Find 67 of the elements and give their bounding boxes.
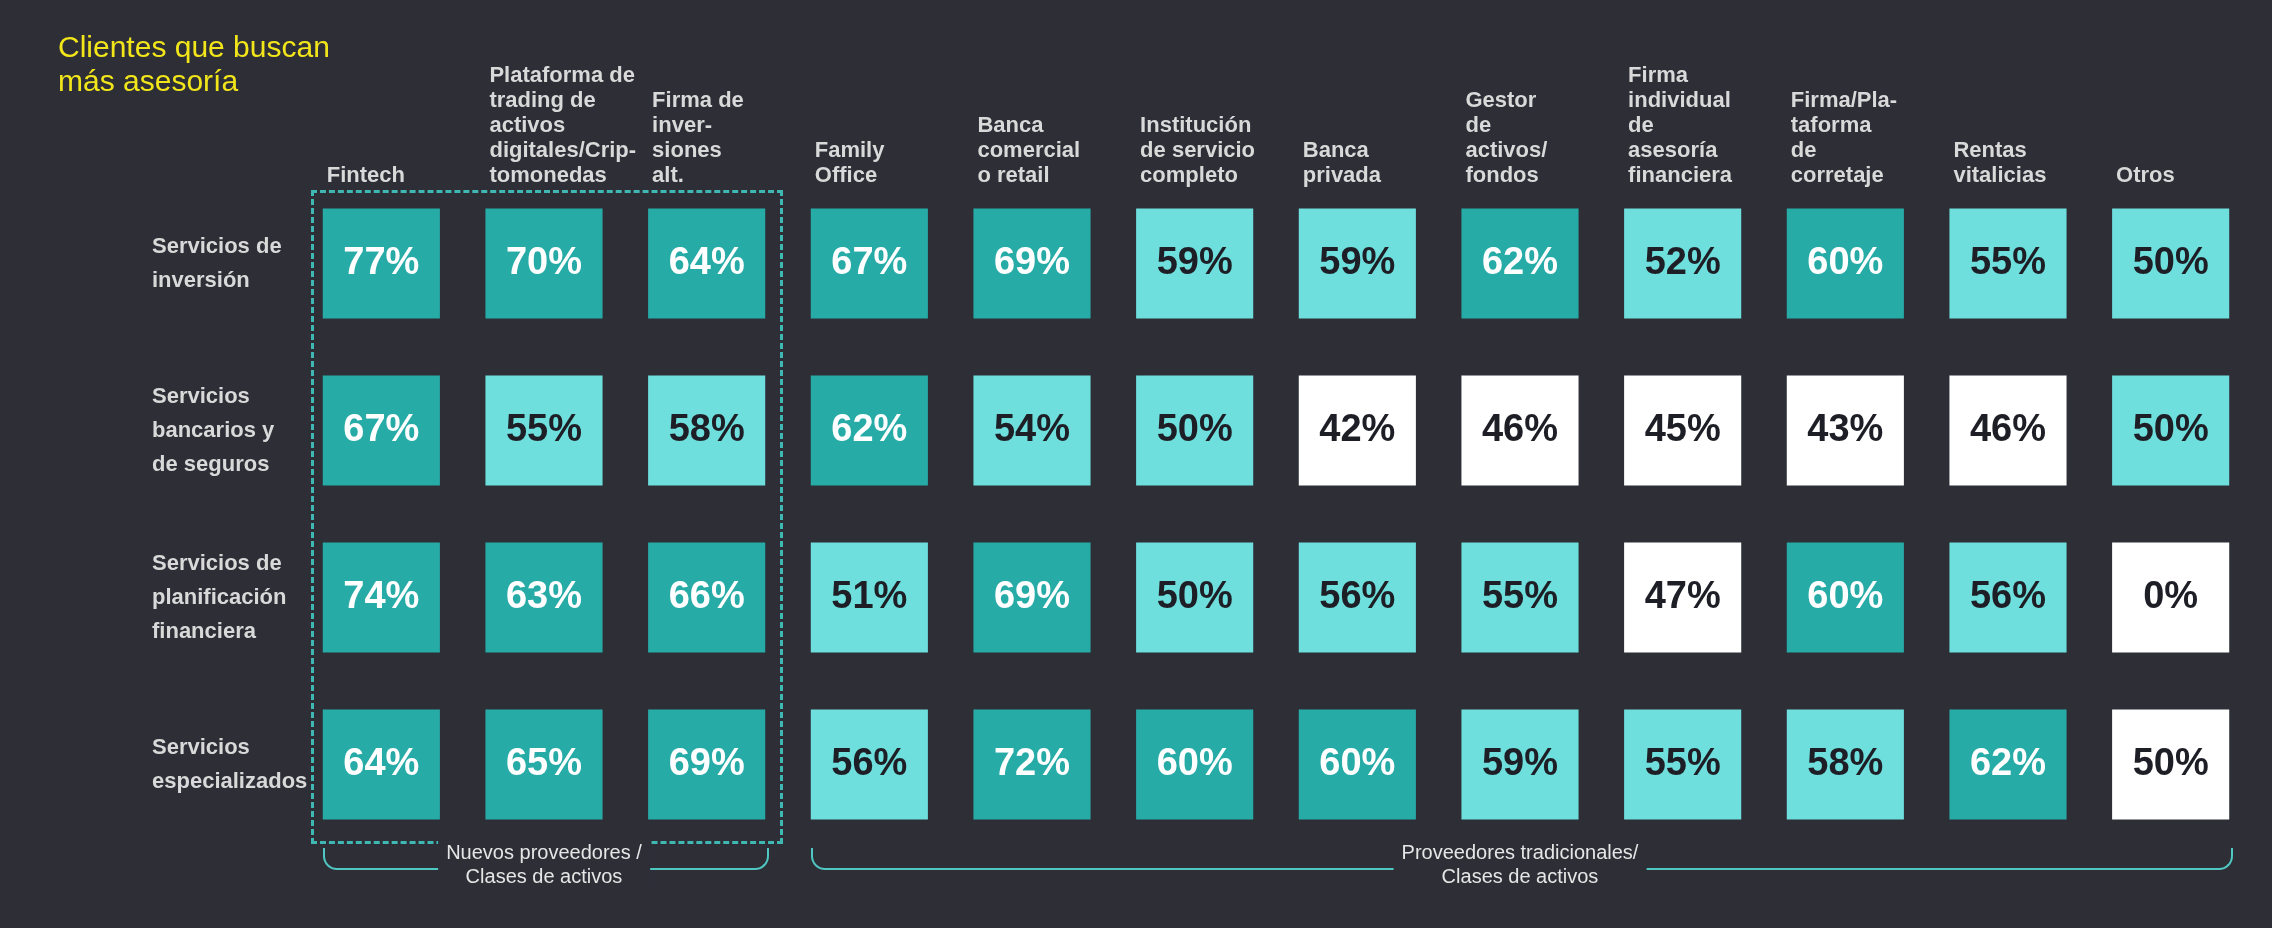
- data-label: 67%: [831, 239, 908, 282]
- data-label: 56%: [1319, 573, 1396, 616]
- data-label: 67%: [343, 406, 420, 449]
- data-label: 69%: [668, 740, 745, 783]
- data-label: 54%: [993, 406, 1071, 449]
- data-label: 50%: [1156, 406, 1233, 449]
- data-label: 46%: [1969, 406, 2047, 449]
- data-label: 59%: [1481, 740, 1559, 783]
- data-label: 58%: [1807, 740, 1884, 783]
- data-label: 47%: [1644, 573, 1721, 616]
- data-label: 60%: [1807, 573, 1884, 616]
- y-tick-label: Servicios de inversión: [152, 232, 282, 292]
- x-tick-label: Family Office: [814, 137, 886, 188]
- annotation: Nuevos proveedores / Clases de activos: [438, 839, 650, 888]
- data-label: 45%: [1644, 406, 1721, 449]
- data-label: 62%: [1481, 239, 1559, 282]
- data-label: 50%: [2132, 406, 2209, 449]
- data-label: 56%: [1969, 573, 2047, 616]
- data-label: 69%: [993, 573, 1071, 616]
- x-tick-label: Fintech: [326, 162, 406, 188]
- data-label: 62%: [831, 406, 908, 449]
- data-label: 55%: [1481, 573, 1559, 616]
- data-label: 42%: [1319, 406, 1396, 449]
- data-label: 50%: [2132, 239, 2209, 282]
- chart-title: Clientes que buscan más asesoría: [58, 30, 330, 98]
- data-label: 64%: [668, 239, 745, 282]
- x-tick-label: Rentas vitalicias: [1953, 137, 2047, 188]
- data-label: 55%: [505, 406, 583, 449]
- data-label: 66%: [668, 573, 745, 616]
- y-tick-label: Servicios de planificación financiera: [152, 549, 287, 643]
- data-label: 46%: [1481, 406, 1559, 449]
- data-label: 0%: [2143, 573, 2199, 616]
- data-label: 77%: [343, 239, 420, 282]
- data-label: 60%: [1807, 239, 1884, 282]
- data-label: 74%: [343, 573, 420, 616]
- x-tick-label: Firma/Pla- taforma de corretaje: [1790, 87, 1898, 188]
- data-label: 55%: [1644, 740, 1721, 783]
- data-label: 56%: [831, 740, 908, 783]
- x-tick-label: Banca comercial o retail: [977, 112, 1081, 188]
- data-label: 72%: [993, 740, 1071, 783]
- data-label: 50%: [1156, 573, 1233, 616]
- data-label: 69%: [993, 239, 1071, 282]
- data-label: 60%: [1319, 740, 1396, 783]
- data-label: 50%: [2132, 740, 2209, 783]
- data-label: 62%: [1969, 740, 2047, 783]
- x-tick-label: Firma individual de asesoría financiera: [1628, 62, 1733, 188]
- data-label: 58%: [668, 406, 745, 449]
- data-label: 64%: [343, 740, 420, 783]
- data-label: 55%: [1969, 239, 2047, 282]
- data-label: 63%: [505, 573, 583, 616]
- data-label: 51%: [831, 573, 908, 616]
- data-label: 59%: [1156, 239, 1233, 282]
- x-tick-label: Banca privada: [1302, 137, 1382, 188]
- x-tick-label: Institución de servicio completo: [1140, 112, 1256, 188]
- data-label: 70%: [505, 239, 583, 282]
- x-tick-label: Firma de inver- siones alt.: [652, 87, 744, 188]
- data-label: 65%: [505, 740, 583, 783]
- data-label: 59%: [1319, 239, 1396, 282]
- x-tick-label: Otros: [2116, 162, 2175, 188]
- data-label: 43%: [1807, 406, 1884, 449]
- x-tick-label: Plataforma de trading de activos digitales/Crip- tomonedas: [489, 62, 637, 188]
- data-label: 60%: [1156, 740, 1233, 783]
- annotation: Proveedores tradicionales/ Clases de activos: [1393, 839, 1647, 888]
- x-tick-label: Gestor de activos/ fondos: [1465, 87, 1548, 188]
- data-label: 52%: [1644, 239, 1721, 282]
- y-tick-label: Servicios especializados: [152, 733, 308, 793]
- y-tick-label: Servicios bancarios y de seguros: [152, 382, 276, 476]
